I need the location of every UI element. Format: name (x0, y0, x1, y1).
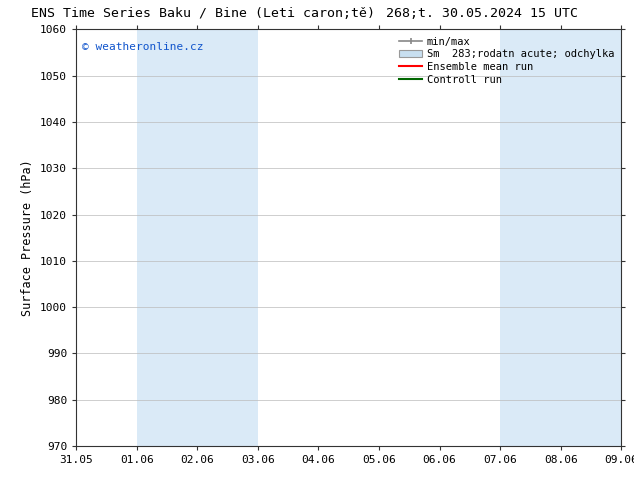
Text: 268;t. 30.05.2024 15 UTC: 268;t. 30.05.2024 15 UTC (386, 7, 578, 21)
Legend: min/max, Sm  283;rodatn acute; odchylka, Ensemble mean run, Controll run: min/max, Sm 283;rodatn acute; odchylka, … (398, 35, 616, 87)
Bar (500, 29, 560, 446)
Bar (137, 29, 197, 446)
Text: © weatheronline.cz: © weatheronline.cz (82, 42, 203, 52)
Y-axis label: Surface Pressure (hPa): Surface Pressure (hPa) (22, 159, 34, 316)
Bar (618, 29, 621, 446)
Text: ENS Time Series Baku / Bine (Leti caron;tě): ENS Time Series Baku / Bine (Leti caron;… (31, 7, 375, 21)
Bar (560, 29, 621, 446)
Bar (197, 29, 258, 446)
